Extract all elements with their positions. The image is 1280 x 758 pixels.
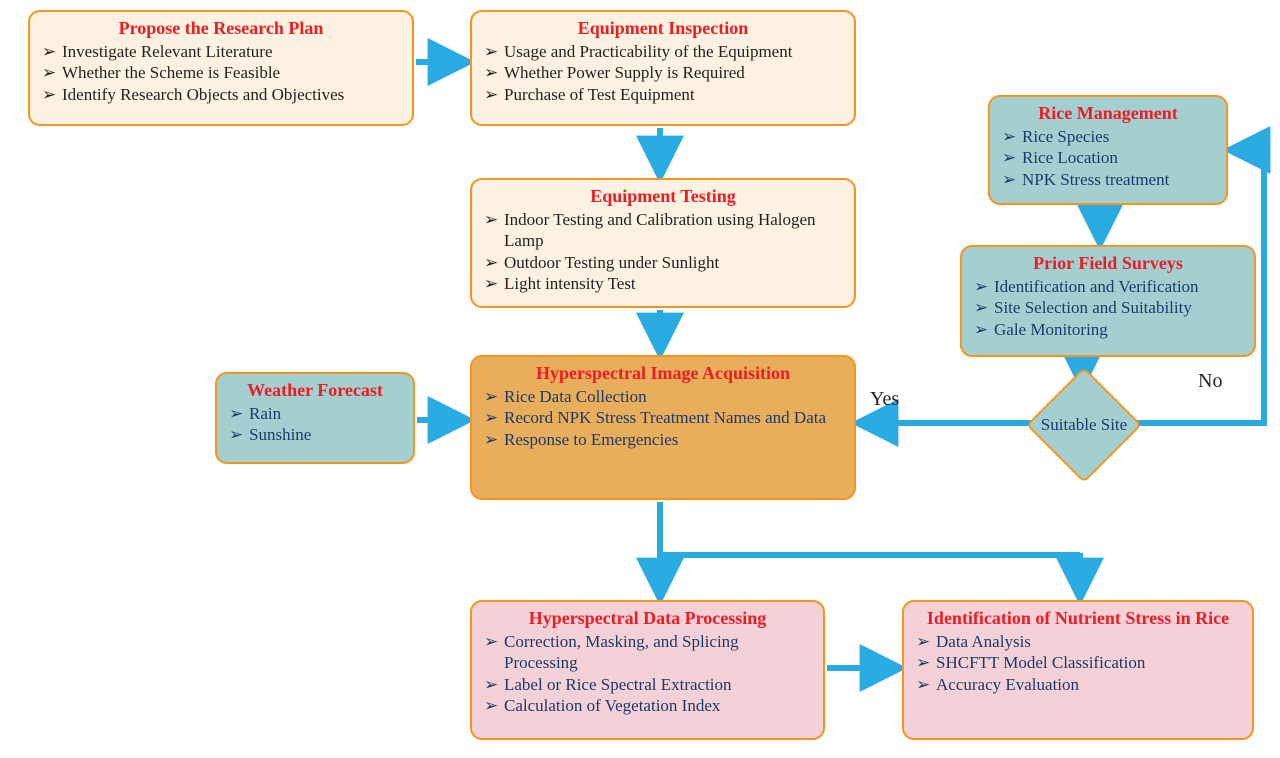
node-rice-management-items: Rice SpeciesRice LocationNPK Stress trea… [1002, 126, 1214, 190]
list-item: Indoor Testing and Calibration using Hal… [484, 209, 842, 252]
node-inspection-items: Usage and Practicability of the Equipmen… [484, 41, 842, 105]
list-item: Site Selection and Suitability [974, 297, 1242, 318]
list-item: Calculation of Vegetation Index [484, 695, 811, 716]
node-prior-field: Prior Field Surveys Identification and V… [960, 245, 1256, 357]
list-item: Sunshine [229, 424, 401, 445]
node-inspection: Equipment Inspection Usage and Practicab… [470, 10, 856, 126]
list-item: Outdoor Testing under Sunlight [484, 252, 842, 273]
list-item: Whether Power Supply is Required [484, 62, 842, 83]
list-item: NPK Stress treatment [1002, 169, 1214, 190]
list-item: Rice Species [1002, 126, 1214, 147]
list-item: Rain [229, 403, 401, 424]
list-item: Identify Research Objects and Objectives [42, 84, 400, 105]
list-item: Record NPK Stress Treatment Names and Da… [484, 407, 842, 428]
node-identification: Identification of Nutrient Stress in Ric… [902, 600, 1254, 740]
edge-label-no: No [1198, 370, 1222, 393]
list-item: SHCFTT Model Classification [916, 652, 1240, 673]
node-testing-title: Equipment Testing [484, 186, 842, 207]
list-item: Rice Location [1002, 147, 1214, 168]
list-item: Correction, Masking, and Splicing Proces… [484, 631, 811, 674]
list-item: Rice Data Collection [484, 386, 842, 407]
node-identification-title: Identification of Nutrient Stress in Ric… [916, 608, 1240, 629]
node-inspection-title: Equipment Inspection [484, 18, 842, 39]
list-item: Gale Monitoring [974, 319, 1242, 340]
node-identification-items: Data AnalysisSHCFTT Model Classification… [916, 631, 1240, 695]
node-acquisition-title: Hyperspectral Image Acquisition [484, 363, 842, 384]
node-rice-management-title: Rice Management [1002, 103, 1214, 124]
list-item: Purchase of Test Equipment [484, 84, 842, 105]
node-processing-items: Correction, Masking, and Splicing Proces… [484, 631, 811, 716]
list-item: Response to Emergencies [484, 429, 842, 450]
node-processing: Hyperspectral Data Processing Correction… [470, 600, 825, 740]
decision-label: Suitable Site [1014, 415, 1154, 435]
list-item: Identification and Verification [974, 276, 1242, 297]
node-weather: Weather Forecast RainSunshine [215, 372, 415, 464]
node-acquisition: Hyperspectral Image Acquisition Rice Dat… [470, 355, 856, 500]
node-prior-field-items: Identification and VerificationSite Sele… [974, 276, 1242, 340]
node-propose: Propose the Research Plan Investigate Re… [28, 10, 414, 126]
node-rice-management: Rice Management Rice SpeciesRice Locatio… [988, 95, 1228, 205]
edge-label-yes: Yes [870, 388, 899, 411]
list-item: Label or Rice Spectral Extraction [484, 674, 811, 695]
node-weather-title: Weather Forecast [229, 380, 401, 401]
decision-suitable-site: Suitable Site [1026, 367, 1142, 483]
list-item: Accuracy Evaluation [916, 674, 1240, 695]
node-testing: Equipment Testing Indoor Testing and Cal… [470, 178, 856, 308]
list-item: Investigate Relevant Literature [42, 41, 400, 62]
list-item: Light intensity Test [484, 273, 842, 294]
list-item: Whether the Scheme is Feasible [42, 62, 400, 83]
list-item: Usage and Practicability of the Equipmen… [484, 41, 842, 62]
list-item: Data Analysis [916, 631, 1240, 652]
node-propose-items: Investigate Relevant LiteratureWhether t… [42, 41, 400, 105]
node-propose-title: Propose the Research Plan [42, 18, 400, 39]
node-prior-field-title: Prior Field Surveys [974, 253, 1242, 274]
node-processing-title: Hyperspectral Data Processing [484, 608, 811, 629]
node-testing-items: Indoor Testing and Calibration using Hal… [484, 209, 842, 294]
node-acquisition-items: Rice Data CollectionRecord NPK Stress Tr… [484, 386, 842, 450]
node-weather-items: RainSunshine [229, 403, 401, 446]
